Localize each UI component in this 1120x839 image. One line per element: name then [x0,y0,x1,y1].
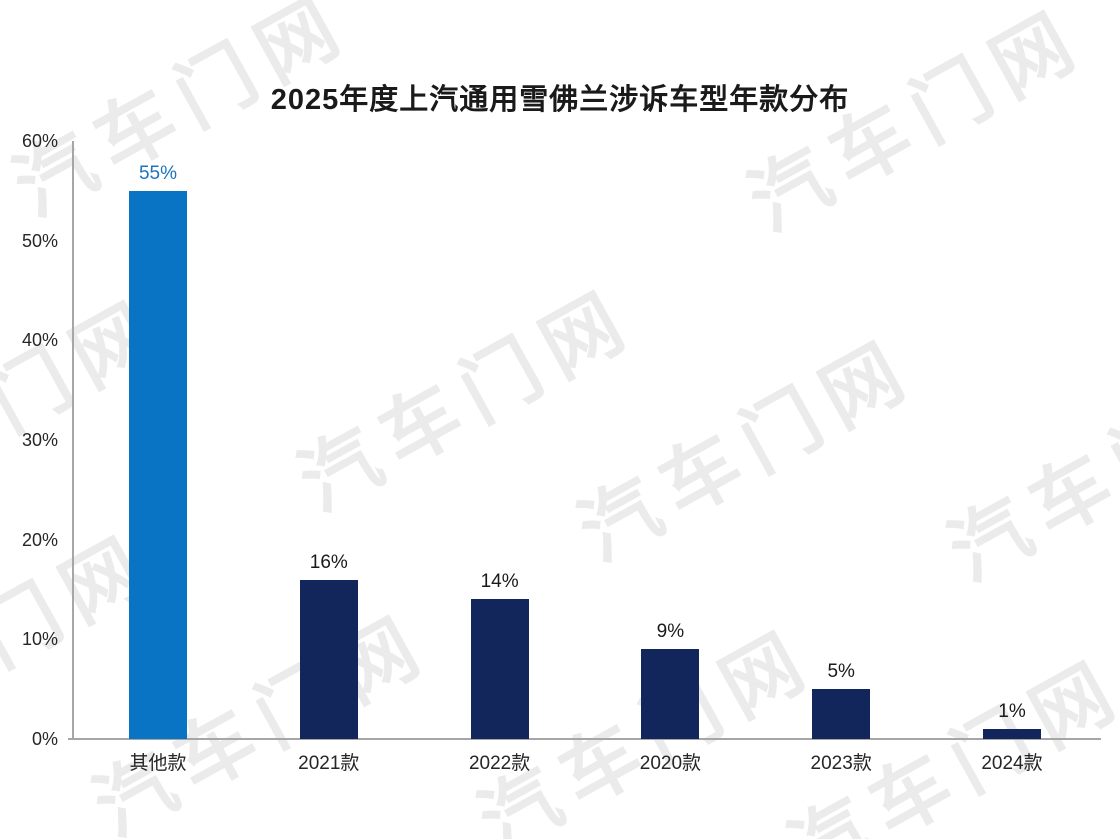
y-tick-label: 10% [21,629,58,650]
bar-value-label: 14% [480,571,519,593]
bar-value-label: 5% [827,661,855,683]
y-axis-line [72,141,74,739]
bar-value-label: 16% [309,551,348,573]
y-tick-label: 0% [31,729,58,749]
y-tick-label: 60% [21,131,58,151]
bar-2023款 [812,689,871,739]
x-tick-label: 2020款 [639,753,702,774]
bar-其他款 [129,190,187,739]
x-tick-label: 2023款 [810,753,872,774]
bar-value-label: 1% [998,701,1026,723]
bar-2021款 [299,579,358,739]
bar-2020款 [641,649,700,739]
bar-value-label: 9% [656,621,685,643]
chart-title: 2025年度上汽通用雪佛兰涉诉车型年款分布 [270,84,850,116]
x-tick-label: 2021款 [298,753,360,774]
y-tick-label: 20% [21,529,58,550]
x-tick-label: 其他款 [129,753,187,774]
y-tick-label: 30% [21,430,58,450]
y-tick-label: 40% [21,330,58,351]
x-tick-label: 2024款 [981,753,1043,774]
bar-value-label: 55% [138,162,178,184]
x-tick-label: 2022款 [468,753,531,774]
bar-2022款 [470,599,529,739]
bar-2024款 [983,729,1041,739]
x-axis-line [68,738,1101,740]
y-tick-label: 50% [21,230,58,251]
